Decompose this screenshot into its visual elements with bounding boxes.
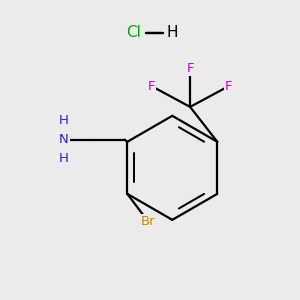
Text: H: H xyxy=(59,114,69,127)
Text: Br: Br xyxy=(141,215,156,228)
Text: H: H xyxy=(167,25,178,40)
Text: N: N xyxy=(59,133,69,146)
Text: F: F xyxy=(225,80,232,93)
Text: Cl: Cl xyxy=(126,25,141,40)
Text: F: F xyxy=(148,80,155,93)
Text: F: F xyxy=(186,62,194,75)
Text: H: H xyxy=(59,152,69,165)
